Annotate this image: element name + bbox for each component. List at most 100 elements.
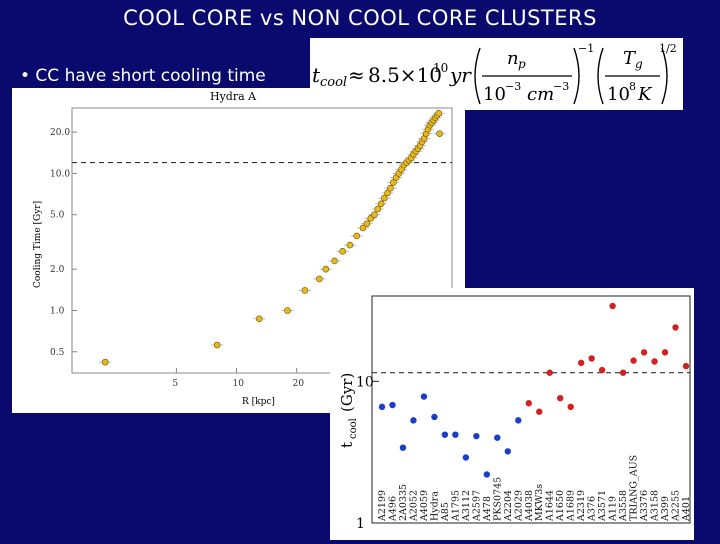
hydra-data-point <box>384 189 391 197</box>
cluster-y-label: t cool (Gyr) <box>338 373 359 448</box>
cluster-category-label: A1650 <box>555 490 566 522</box>
hydra-data-point <box>284 307 291 314</box>
hydra-a-chart: Hydra A R [kpc] Cooling Time [Gyr] 5 10 20… <box>33 90 453 407</box>
cluster-category-label: A2199 <box>377 490 388 522</box>
hydra-y-tick-label: 5.0 <box>50 211 65 221</box>
formula-coef-exp: 10 <box>433 61 448 75</box>
cluster-plot-frame <box>371 295 691 524</box>
hydra-y-tick-label: 10.0 <box>50 169 70 179</box>
cluster-data-point <box>640 349 648 356</box>
cluster-category-label: A1795 <box>450 490 461 522</box>
formula-exp1: −1 <box>578 42 594 55</box>
hydra-y-tick-label: 20.0 <box>50 128 70 138</box>
cluster-data-point <box>557 394 564 402</box>
cluster-category-label: A2052 <box>408 490 419 522</box>
cluster-data-point <box>473 432 480 440</box>
frac1-num: n <box>507 48 519 69</box>
hydra-data-point <box>374 205 382 213</box>
hydra-data-point <box>301 287 309 294</box>
cluster-category-label: A2255 <box>671 490 682 522</box>
cluster-category-label: A478 <box>482 496 493 522</box>
cluster-category-label: A4059 <box>419 490 430 522</box>
paren-close-2 <box>661 47 668 105</box>
hydra-data-point <box>435 109 443 117</box>
cluster-data-point <box>609 302 616 310</box>
cluster-y-tick-label: 10 <box>356 374 374 390</box>
frac1-den-unit: cm <box>527 84 554 105</box>
cluster-data-point <box>536 408 543 415</box>
cluster-category-label: A496 <box>387 496 398 522</box>
cluster-data-point <box>483 471 491 478</box>
hydra-x-tick-label: 10 <box>233 379 245 389</box>
hydra-x-tick-label: 5 <box>172 379 178 389</box>
hydra-plot-frame <box>71 107 453 374</box>
cluster-data-point <box>598 366 606 374</box>
hydra-data-point <box>371 211 378 218</box>
cluster-category-label: A1689 <box>566 490 577 522</box>
frac2-den: 10 <box>607 84 630 105</box>
cluster-data-point <box>661 349 669 356</box>
hydra-data-point <box>377 200 385 208</box>
formula-unit: yr <box>449 63 472 87</box>
paren-open-2 <box>597 47 604 105</box>
cluster-data-point <box>567 403 574 411</box>
cluster-data-point <box>504 448 511 455</box>
cluster-data-point <box>682 362 690 370</box>
cluster-category-label: A399 <box>660 496 671 522</box>
cluster-data-point <box>619 369 627 376</box>
cluster-category-label: A3558 <box>618 490 629 522</box>
cluster-data-point <box>378 403 386 411</box>
formula-lhs: t <box>312 63 321 87</box>
cluster-data-point <box>651 358 658 365</box>
bullet-cc-cooling: • CC have short cooling time <box>20 66 266 86</box>
formula-lhs-sub: cool <box>320 75 347 90</box>
cluster-y-tick-label: 1 <box>356 516 365 532</box>
cluster-data-point <box>420 393 428 400</box>
frac2-den-unit: K <box>637 84 653 105</box>
hydra-data-point <box>213 341 221 349</box>
cluster-category-label: A3158 <box>650 490 661 522</box>
cluster-data-point <box>441 431 449 438</box>
frac1-den: 10 <box>483 84 506 105</box>
hydra-data-point <box>381 194 388 202</box>
cluster-category-label: A2204 <box>503 490 514 522</box>
cluster-category-label: A3112 <box>461 490 472 522</box>
cluster-data-point <box>630 357 637 364</box>
cluster-category-label: A85 <box>440 502 451 522</box>
cluster-category-label: A2029 <box>513 490 524 522</box>
frac2-den-exp: 8 <box>629 80 636 93</box>
cluster-category-label: A2597 <box>471 490 482 522</box>
cluster-data-point <box>389 401 396 409</box>
hydra-data-point <box>322 265 330 273</box>
hydra-data-point <box>316 275 323 283</box>
cluster-category-label: 2A0335 <box>398 484 409 521</box>
hydra-y-tick-label: 1.0 <box>50 306 65 316</box>
hydra-data-point <box>359 224 367 232</box>
hydra-data-point <box>353 232 361 240</box>
frac2-num-sub: g <box>635 57 643 71</box>
hydra-data-point <box>363 220 371 227</box>
cluster-data-point <box>577 359 585 367</box>
hydra-data-point <box>436 130 443 137</box>
cluster-y-label-sub: cool <box>348 418 359 439</box>
cluster-data-point <box>494 434 501 441</box>
formula-coef: 8.5×10 <box>368 63 442 87</box>
cluster-category-label: A376 <box>587 496 598 522</box>
hydra-y-label: Cooling Time [Gyr] <box>33 201 43 288</box>
formula-exp2: 1/2 <box>659 42 677 55</box>
cluster-category-label: PKS0745 <box>492 477 503 521</box>
frac1-num-sub: p <box>518 57 526 71</box>
cluster-data-point <box>525 400 532 407</box>
hydra-x-tick-label: 20 <box>293 379 305 389</box>
cluster-category-label: A3571 <box>597 490 608 522</box>
cluster-category-label: A4038 <box>524 490 535 522</box>
hydra-y-tick-label: 0.5 <box>50 348 65 358</box>
cluster-category-label: Hydra <box>429 491 440 521</box>
cluster-category-label: MKW3s <box>534 484 545 521</box>
cluster-cooling-chart-panel: t cool (Gyr) 1 10 A2199 A496 2A0335 A2052 A405… <box>330 288 694 540</box>
hydra-data-point <box>331 257 338 265</box>
formula-svg: t cool ≈ 8.5×10 10 yr n p 10 −3 cm −3 −1… <box>312 42 677 105</box>
hydra-x-label: R [kpc] <box>242 397 275 407</box>
paren-open-1 <box>474 47 481 105</box>
cluster-category-label: A2319 <box>576 490 587 522</box>
